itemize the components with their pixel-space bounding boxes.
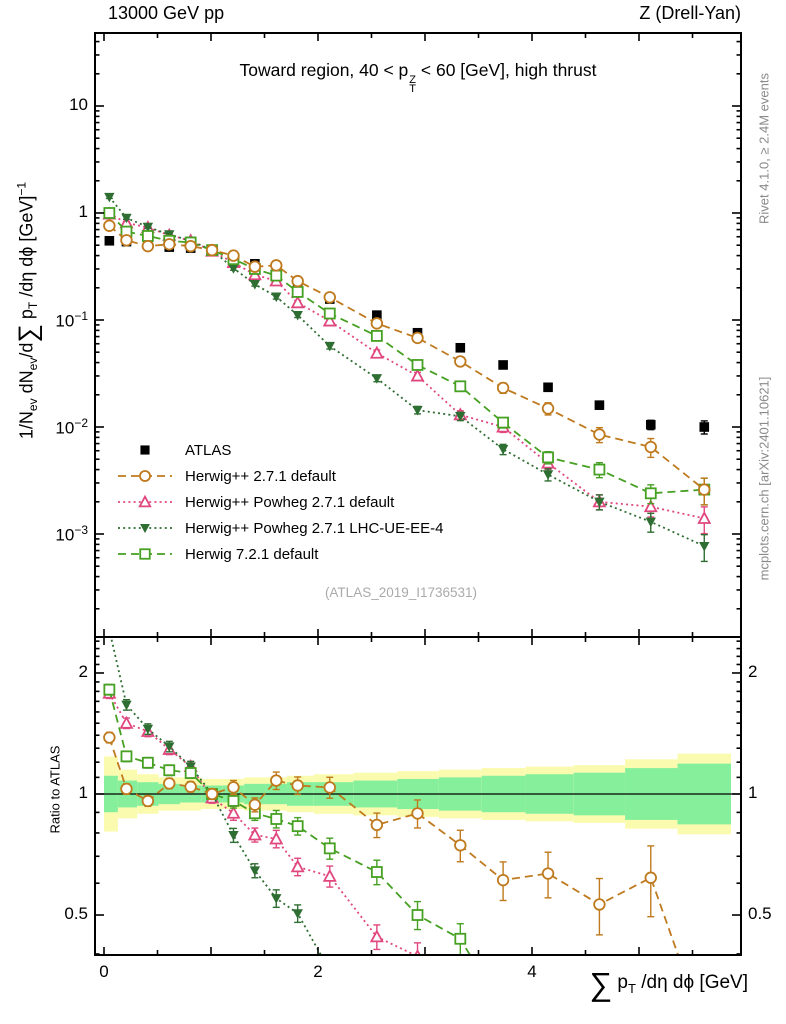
herwig721-marker-icon: [116, 546, 174, 562]
series-herwig-2-7-1-default: [103, 219, 711, 506]
mcplots-arxiv-caption: mcplots.cern.ch [arXiv:2401.10621]: [756, 376, 772, 581]
beam-energy-label: 13000 GeV pp: [108, 3, 225, 23]
tick-label: 0.5: [64, 904, 88, 923]
tick-label: 2: [313, 962, 323, 981]
process-label: Z (Drell-Yan): [639, 3, 741, 23]
tick-label: 2: [78, 661, 88, 681]
legend-item-powheg-default: Herwig++ Powheg 2.7.1 default: [116, 489, 443, 515]
legend-item-herwig721: Herwig 7.2.1 default: [116, 541, 443, 567]
legend-item-powheg-ee4: Herwig++ Powheg 2.7.1 LHC-UE-EE-4: [116, 515, 443, 541]
powheg-ee4-marker-icon: [116, 520, 174, 536]
error-bar: [500, 992, 507, 1024]
error-bar: [647, 1020, 654, 1024]
tick-label: 1: [748, 783, 758, 802]
error-bar: [373, 1020, 380, 1024]
tick-label: 10: [69, 95, 88, 114]
ratio-series-herwig-powheg-2-7-1-lhc-ue-ee-4: [106, 624, 380, 1024]
x-axis-title: ∑ pT /dη dϕ [GeV]: [589, 966, 748, 1002]
error-bar: [106, 624, 113, 634]
tick-label: 10−2: [55, 416, 88, 438]
atlas-marker-icon: [116, 442, 174, 458]
error-bar: [596, 1010, 603, 1024]
ratio-series-herwig-2-7-1-default: [103, 731, 680, 955]
sum-symbol: ∑: [589, 966, 613, 1002]
ratio-series-herwig-7-2-1-default: [103, 683, 654, 1024]
error-bar: [414, 942, 422, 955]
ratio-panel-frame: [94, 636, 742, 956]
tick-label: 10−1: [55, 309, 88, 331]
rivet-version-caption: Rivet 4.1.0, ≥ 2.4M events: [756, 73, 772, 224]
herwig271-marker-icon: [116, 468, 174, 484]
axis-ticks: [95, 33, 741, 955]
analysis-id-watermark: (ATLAS_2019_I1736531): [324, 585, 478, 600]
tick-label: 1: [78, 202, 88, 221]
tick-label: 4: [527, 962, 537, 981]
tick-label: 1: [78, 783, 88, 802]
legend-item-herwig271: Herwig++ 2.7.1 default: [116, 463, 443, 489]
legend-item-atlas: ATLAS: [116, 437, 443, 463]
legend: ATLAS Herwig++ 2.7.1 default Herwig++ Po…: [116, 437, 443, 567]
series-herwig-powheg-2-7-1-lhc-ue-ee-4: [104, 192, 710, 563]
tick-label: 0: [99, 962, 109, 981]
tick-label: 2: [748, 661, 758, 681]
tick-label: 10−3: [55, 523, 88, 545]
tick-label: 0.5: [748, 904, 772, 923]
powheg-default-marker-icon: [116, 494, 174, 510]
error-bar: [500, 1009, 507, 1024]
